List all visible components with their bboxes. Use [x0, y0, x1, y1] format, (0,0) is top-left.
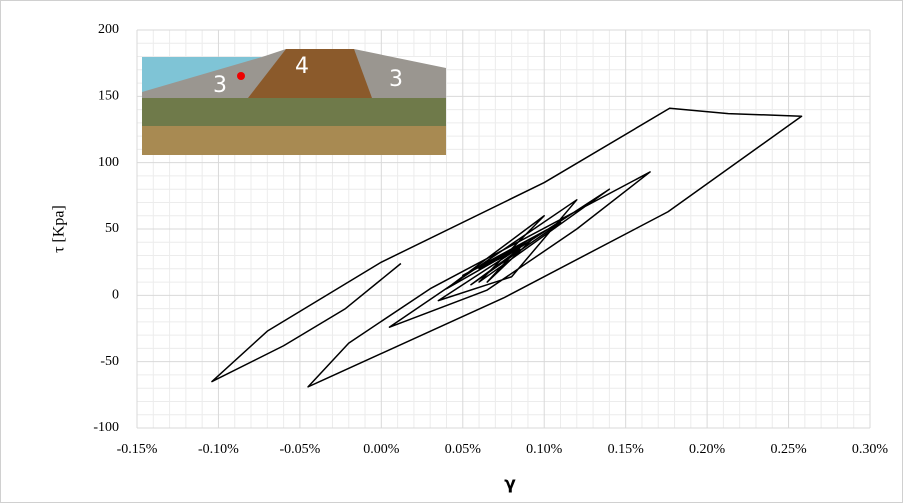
inset-label: 4 [295, 54, 309, 79]
y-tick-label: -100 [93, 420, 119, 435]
base-layer [142, 126, 446, 155]
foundation-layer [142, 98, 446, 126]
y-tick-label: -50 [100, 354, 119, 369]
x-tick-label: 0.25% [770, 442, 807, 457]
y-tick-label: 150 [98, 89, 119, 104]
x-tick-label: 0.05% [445, 442, 482, 457]
clay-core [248, 49, 372, 98]
y-tick-label: 50 [105, 221, 119, 236]
x-tick-label: -0.15% [117, 442, 158, 457]
x-tick-label: 0.30% [852, 442, 889, 457]
inset-label: 3 [213, 73, 227, 98]
x-tick-label: -0.10% [198, 442, 239, 457]
x-tick-label: 0.00% [363, 442, 400, 457]
y-tick-label: 0 [112, 288, 119, 303]
y-axis-label: τ [Kpa] [51, 205, 68, 253]
x-tick-label: -0.05% [279, 442, 320, 457]
x-tick-label: 0.20% [689, 442, 726, 457]
inset-label: 3 [389, 67, 403, 92]
data-line [211, 107, 803, 388]
inset-image: 3 4 3 [142, 49, 446, 155]
x-axis-label: γ [504, 474, 516, 494]
x-tick-label: 0.10% [526, 442, 563, 457]
x-tick-label: 0.15% [608, 442, 645, 457]
y-tick-label: 200 [98, 22, 119, 37]
point-marker [237, 72, 245, 80]
y-tick-label: 100 [98, 155, 119, 170]
